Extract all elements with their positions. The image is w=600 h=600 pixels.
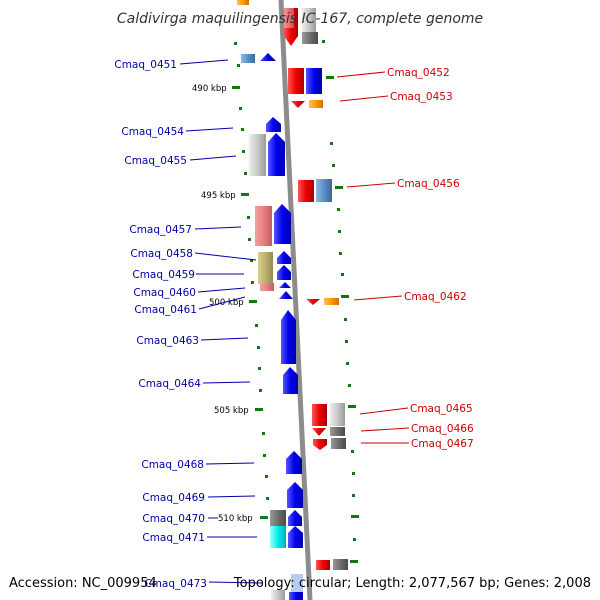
gene-label-cmaq-0465[interactable]: Cmaq_0465: [410, 403, 473, 415]
topology-text: Topology: circular; Length: 2,077,567 bp…: [233, 576, 591, 591]
gene-label-cmaq-0454[interactable]: Cmaq_0454: [121, 126, 184, 138]
gene-shape-cmaq-0469[interactable]: [287, 482, 303, 508]
gene-shape-cmaq-0460[interactable]: [279, 282, 291, 288]
gene-shape-cmaq-0457b[interactable]: [274, 204, 291, 244]
gene-shape-bottom-dark[interactable]: [333, 559, 348, 570]
gene-shape-cmaq-0462[interactable]: [306, 299, 320, 305]
gene-shape-cmaq-0453b[interactable]: [309, 100, 323, 108]
scale-label-500: 500 kbp: [209, 298, 244, 308]
gene-labels-left: Cmaq_0451 Cmaq_0454 Cmaq_0455 Cmaq_0457 …: [114, 59, 207, 590]
gene-shape-cmaq-0462b[interactable]: [324, 298, 339, 305]
gene-shape-cmaq-0466b[interactable]: [330, 427, 345, 436]
gene-shape-cmaq-0454[interactable]: [266, 117, 281, 132]
gene-shape-bottom-grey[interactable]: [271, 590, 285, 600]
gene-label-cmaq-0473[interactable]: Cmaq_0473: [144, 578, 207, 590]
gene-label-cmaq-0462[interactable]: Cmaq_0462: [404, 291, 467, 303]
gene-shape-cmaq-0463[interactable]: [281, 310, 296, 364]
gene-shape-cmaq-0470b[interactable]: [288, 510, 302, 526]
scale-label-490: 490 kbp: [192, 84, 227, 94]
gene-shape-cmaq-0467[interactable]: [313, 439, 327, 450]
gene-label-cmaq-0452[interactable]: Cmaq_0452: [387, 67, 450, 79]
gene-shape-bottom-red[interactable]: [316, 560, 330, 570]
gene-label-cmaq-0464[interactable]: Cmaq_0464: [138, 378, 201, 390]
gene-shape-cmaq-0452a[interactable]: [288, 68, 304, 94]
gene-labels-right: Cmaq_0452 Cmaq_0453 Cmaq_0456 Cmaq_0462 …: [387, 67, 474, 450]
gene-label-cmaq-0470[interactable]: Cmaq_0470: [142, 513, 205, 525]
gene-shape-bottom-blue[interactable]: [289, 592, 303, 600]
gene-label-cmaq-0458[interactable]: Cmaq_0458: [130, 248, 193, 260]
gene-shape-top-pink[interactable]: [284, 8, 294, 28]
tick-marks: [232, 40, 359, 563]
gene-shape-cmaq-0457a[interactable]: [255, 206, 272, 246]
gene-shape-cmaq-0451b[interactable]: [260, 53, 276, 61]
gene-label-cmaq-0457[interactable]: Cmaq_0457: [129, 224, 192, 236]
gene-label-cmaq-0459[interactable]: Cmaq_0459: [132, 269, 195, 281]
gene-label-cmaq-0469[interactable]: Cmaq_0469: [142, 492, 205, 504]
gene-label-cmaq-0456[interactable]: Cmaq_0456: [397, 178, 460, 190]
gene-label-cmaq-0455[interactable]: Cmaq_0455: [124, 155, 187, 167]
map-title: Caldivirga maquilingensis IC-167, comple…: [117, 11, 483, 27]
accession-text: Accession: NC_009954: [9, 576, 157, 591]
gene-label-cmaq-0466[interactable]: Cmaq_0466: [411, 423, 474, 435]
gene-shape-top-grey[interactable]: [302, 8, 316, 32]
gene-shape-cmaq-0458[interactable]: [258, 252, 273, 284]
gene-shape-cmaq-0453[interactable]: [291, 101, 305, 108]
gene-shape-cmaq-0455b[interactable]: [268, 133, 285, 176]
leader-lines-right: [336, 71, 410, 444]
gene-label-cmaq-0453[interactable]: Cmaq_0453: [390, 91, 453, 103]
gene-shape-cmaq-0455a[interactable]: [249, 134, 266, 176]
gene-label-cmaq-0461[interactable]: Cmaq_0461: [134, 304, 197, 316]
gene-shape-cmaq-0456a[interactable]: [298, 180, 314, 202]
gene-label-cmaq-0468[interactable]: Cmaq_0468: [141, 459, 204, 471]
gene-shape-cmaq-0464[interactable]: [283, 367, 298, 394]
gene-shape-cmaq-0466[interactable]: [312, 428, 326, 436]
gene-shape-cmaq-0458b[interactable]: [277, 251, 291, 264]
gene-shape-cmaq-0471b[interactable]: [288, 526, 303, 548]
scale-label-495: 495 kbp: [201, 191, 236, 201]
gene-shape-cmaq-0456b[interactable]: [316, 179, 332, 202]
gene-shape-top-dark[interactable]: [302, 32, 318, 44]
gene-shape-cmaq-0467b[interactable]: [331, 438, 346, 449]
gene-shape-cmaq-0458c[interactable]: [260, 283, 274, 291]
gene-label-cmaq-0463[interactable]: Cmaq_0463: [136, 335, 199, 347]
scale-label-505: 505 kbp: [214, 406, 249, 416]
gene-shape-cmaq-0459[interactable]: [277, 265, 291, 280]
gene-shape-cmaq-0471a[interactable]: [270, 526, 286, 548]
gene-label-cmaq-0467[interactable]: Cmaq_0467: [411, 438, 474, 450]
gene-label-cmaq-0471[interactable]: Cmaq_0471: [142, 532, 205, 544]
gene-shape-cmaq-0451[interactable]: [241, 54, 255, 63]
gene-label-cmaq-0451[interactable]: Cmaq_0451: [114, 59, 177, 71]
gene-label-cmaq-0460[interactable]: Cmaq_0460: [133, 287, 196, 299]
scale-label-510: 510 kbp: [218, 514, 253, 524]
gene-shape-cmaq-0468[interactable]: [286, 451, 302, 474]
gene-shape-cmaq-0465b[interactable]: [330, 403, 345, 426]
gene-shape-cmaq-0465a[interactable]: [312, 404, 327, 426]
gene-shape-cmaq-0461[interactable]: [279, 291, 293, 299]
gene-shape-top-orange[interactable]: [237, 0, 249, 5]
genome-backbone: [278, 0, 313, 600]
gene-shape-cmaq-0470a[interactable]: [270, 510, 286, 526]
gene-shape-cmaq-0452b[interactable]: [306, 68, 322, 94]
leader-lines-left: [179, 59, 264, 584]
